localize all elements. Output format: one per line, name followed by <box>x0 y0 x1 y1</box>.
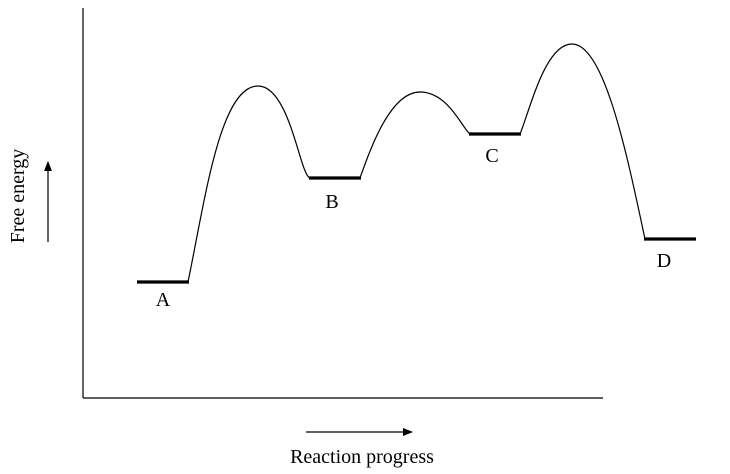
x-axis-title: Reaction progress <box>290 446 434 468</box>
state-label-c: C <box>485 145 498 167</box>
state-label-a: A <box>156 289 171 311</box>
state-label-b: B <box>325 191 338 213</box>
state-label-d: D <box>657 250 671 272</box>
energy-curve <box>187 43 646 283</box>
y-axis-title: Free energy <box>7 149 29 244</box>
